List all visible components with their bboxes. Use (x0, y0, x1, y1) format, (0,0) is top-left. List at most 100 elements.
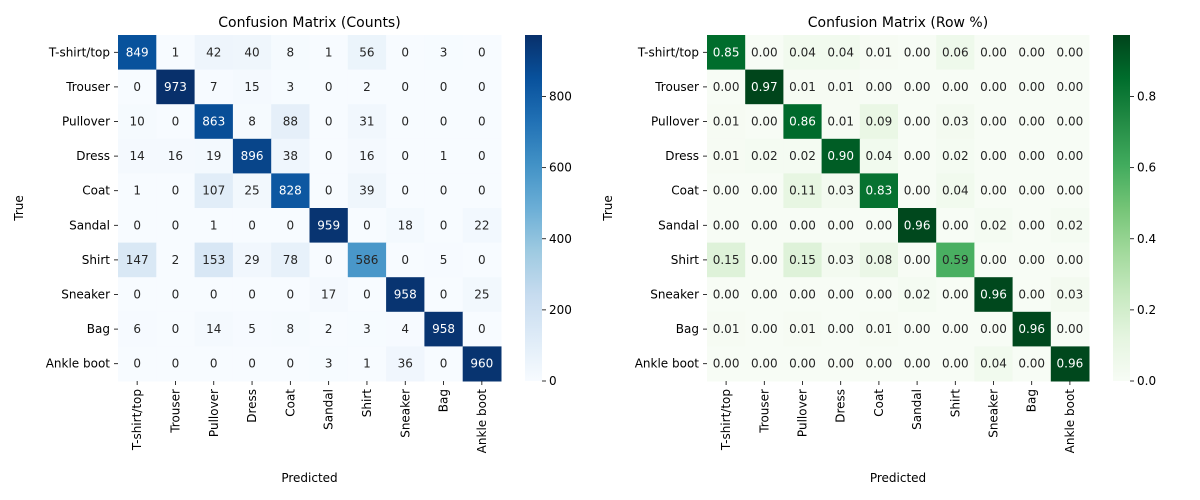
heatmap-cell (898, 277, 937, 313)
cell-value-label: 0.03 (942, 115, 969, 129)
heatmap-cell (462, 242, 502, 278)
heatmap-cell (462, 173, 502, 209)
y-tick-label: Sandal (69, 218, 110, 232)
cell-value-label: 0.00 (751, 45, 778, 59)
cell-value-label: 0.09 (866, 115, 893, 129)
cell-value-label: 849 (126, 45, 149, 59)
heatmap-cell (194, 242, 234, 278)
cell-value-label: 0.96 (1018, 322, 1045, 336)
cell-value-label: 0 (325, 115, 333, 129)
cell-value-label: 0.00 (1057, 149, 1084, 163)
heatmap-cell (156, 35, 196, 71)
heatmap-cell (859, 35, 899, 71)
heatmap-cell (821, 242, 861, 278)
cell-value-label: 3 (287, 80, 295, 94)
heatmap-cell (271, 104, 310, 140)
cell-value-label: 5 (440, 253, 448, 267)
cell-value-label: 0 (440, 218, 448, 232)
heatmap-cell (156, 208, 196, 244)
cell-value-label: 0.96 (980, 288, 1007, 302)
x-tick-label: Sneaker (987, 389, 1001, 438)
heatmap-cell (974, 138, 1014, 174)
heatmap-cell (974, 208, 1014, 244)
y-tick-label: Sandal (658, 218, 699, 232)
chart-title: Confusion Matrix (Counts) (218, 15, 400, 31)
heatmap-cell (386, 69, 425, 105)
heatmap-cell (232, 35, 272, 71)
heatmap-cell (898, 35, 937, 71)
heatmap-cell (859, 138, 899, 174)
cell-value-label: 29 (244, 253, 259, 267)
heatmap-cell (859, 69, 899, 105)
heatmap-cell (118, 173, 157, 209)
cell-value-label: 0.15 (713, 253, 740, 267)
heatmap-cell (745, 173, 784, 209)
heatmap-cell (118, 346, 157, 382)
x-tick-label: Shirt (948, 389, 962, 417)
cell-value-label: 0 (172, 322, 180, 336)
y-tick-label: T-shirt/top (637, 45, 699, 59)
cell-value-label: 0 (440, 357, 448, 371)
heatmap-cell (424, 277, 464, 313)
heatmap-cell (1050, 277, 1090, 313)
heatmap-cell (386, 173, 425, 209)
cell-value-label: 0.01 (827, 80, 854, 94)
heatmap-cell (974, 35, 1014, 71)
cell-value-label: 0 (172, 357, 180, 371)
heatmap-cell (309, 311, 349, 347)
y-tick-label: Dress (76, 149, 110, 163)
cell-value-label: 0.00 (1018, 357, 1045, 371)
heatmap-cell (745, 69, 784, 105)
heatmap-cell (156, 138, 196, 174)
cell-value-label: 0 (401, 115, 409, 129)
heatmap-cell (1050, 35, 1090, 71)
cell-value-label: 0.00 (751, 322, 778, 336)
heatmap-cell (309, 242, 349, 278)
cell-value-label: 0.00 (942, 357, 969, 371)
cell-value-label: 39 (359, 184, 374, 198)
cell-value-label: 0 (172, 218, 180, 232)
cell-value-label: 40 (244, 45, 259, 59)
heatmap-cell (424, 173, 464, 209)
y-tick-label: Sneaker (61, 288, 110, 302)
cell-value-label: 0.04 (827, 45, 854, 59)
cell-value-label: 3 (363, 322, 371, 336)
cell-value-label: 0.00 (1057, 322, 1084, 336)
heatmap-cell (232, 173, 272, 209)
heatmap-cell (974, 104, 1014, 140)
heatmap-cell (271, 69, 310, 105)
cell-value-label: 0 (210, 357, 218, 371)
heatmap-cell (271, 173, 310, 209)
heatmap-cell (974, 69, 1014, 105)
heatmap-cell (707, 242, 746, 278)
heatmap-cell (1050, 69, 1090, 105)
cell-value-label: 0.00 (713, 80, 740, 94)
cell-value-label: 5 (248, 322, 256, 336)
cell-value-label: 0 (478, 149, 486, 163)
heatmap-cell (386, 35, 425, 71)
cell-value-label: 14 (206, 322, 221, 336)
cell-value-label: 0 (248, 357, 256, 371)
heatmap-cell (707, 104, 746, 140)
heatmap-cell (974, 346, 1014, 382)
cell-value-label: 0.00 (751, 184, 778, 198)
cell-value-label: 0 (440, 115, 448, 129)
heatmap-cell (271, 208, 310, 244)
y-tick-label: T-shirt/top (48, 45, 110, 59)
cell-value-label: 0.97 (751, 80, 778, 94)
cell-value-label: 0.00 (980, 253, 1007, 267)
cell-value-label: 959 (317, 218, 340, 232)
heatmap-cell (232, 277, 272, 313)
heatmap-cell (936, 173, 975, 209)
cell-value-label: 2 (172, 253, 180, 267)
heatmap-cell (156, 242, 196, 278)
cell-value-label: 0 (325, 149, 333, 163)
heatmap-cell (783, 69, 823, 105)
y-axis-label: True (12, 195, 26, 222)
heatmap-cell (232, 104, 272, 140)
y-tick-label: Ankle boot (46, 357, 111, 371)
heatmap-cell (859, 104, 899, 140)
cell-value-label: 0 (401, 184, 409, 198)
heatmap-cell (386, 138, 425, 174)
